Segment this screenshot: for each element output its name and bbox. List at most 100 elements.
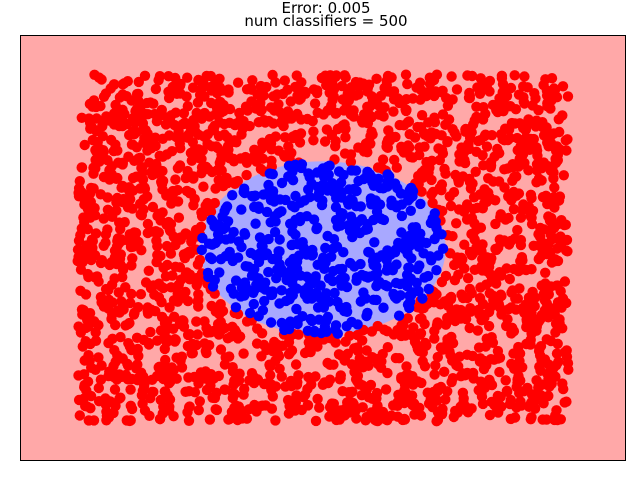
point-outside bbox=[375, 90, 387, 102]
point-outside bbox=[211, 404, 223, 416]
point-outside bbox=[145, 393, 156, 404]
point-outside bbox=[188, 200, 199, 211]
point-outside bbox=[165, 371, 177, 382]
point-outside bbox=[205, 380, 216, 391]
point-inside bbox=[308, 214, 320, 225]
point-outside bbox=[123, 318, 134, 330]
point-outside bbox=[425, 296, 436, 307]
point-outside bbox=[505, 82, 517, 94]
point-outside bbox=[440, 394, 451, 405]
point-outside bbox=[408, 398, 420, 409]
point-inside bbox=[280, 295, 292, 307]
point-outside bbox=[402, 78, 413, 90]
point-outside bbox=[264, 361, 276, 372]
point-outside bbox=[500, 375, 511, 386]
point-outside bbox=[540, 74, 551, 85]
point-outside bbox=[422, 131, 434, 142]
point-outside bbox=[521, 338, 532, 350]
point-inside bbox=[276, 285, 287, 296]
point-outside bbox=[198, 181, 209, 192]
point-outside bbox=[409, 132, 421, 143]
point-outside bbox=[216, 149, 227, 160]
point-inside bbox=[291, 283, 302, 294]
point-outside bbox=[442, 386, 453, 397]
point-outside bbox=[516, 252, 528, 263]
point-outside bbox=[193, 144, 204, 155]
point-outside bbox=[121, 415, 132, 426]
point-outside bbox=[324, 359, 336, 370]
point-inside bbox=[366, 172, 378, 183]
point-outside bbox=[86, 315, 98, 327]
point-outside bbox=[557, 110, 568, 121]
point-inside bbox=[382, 261, 394, 272]
point-outside bbox=[414, 142, 425, 153]
point-outside bbox=[308, 135, 319, 146]
point-outside bbox=[514, 355, 525, 367]
point-outside bbox=[153, 227, 164, 238]
point-outside bbox=[286, 147, 297, 159]
point-outside bbox=[136, 162, 147, 174]
point-outside bbox=[391, 162, 402, 173]
point-outside bbox=[174, 160, 186, 171]
point-outside bbox=[357, 362, 369, 373]
point-outside bbox=[432, 351, 443, 363]
point-outside bbox=[397, 414, 408, 426]
point-outside bbox=[193, 405, 204, 416]
chart-title-error: Error: 0.005 bbox=[281, 0, 371, 17]
point-outside bbox=[550, 371, 561, 382]
point-outside bbox=[529, 301, 540, 312]
point-outside bbox=[365, 379, 377, 391]
point-outside bbox=[499, 164, 510, 175]
point-outside bbox=[222, 333, 233, 344]
point-outside bbox=[73, 370, 84, 381]
point-outside bbox=[115, 392, 126, 403]
point-outside bbox=[518, 148, 529, 159]
point-outside bbox=[530, 292, 541, 303]
point-outside bbox=[561, 396, 572, 407]
point-inside bbox=[396, 210, 408, 222]
point-outside bbox=[152, 210, 163, 222]
point-outside bbox=[475, 282, 486, 293]
point-inside bbox=[267, 188, 278, 200]
point-outside bbox=[533, 105, 544, 116]
point-outside bbox=[194, 153, 205, 164]
point-outside bbox=[113, 157, 124, 168]
point-outside bbox=[220, 352, 231, 363]
point-outside bbox=[115, 249, 127, 260]
point-inside bbox=[407, 186, 419, 197]
point-outside bbox=[475, 73, 486, 84]
point-outside bbox=[236, 117, 247, 128]
point-outside bbox=[494, 366, 505, 378]
point-outside bbox=[458, 368, 469, 379]
point-outside bbox=[533, 173, 545, 184]
point-inside bbox=[415, 198, 426, 210]
point-outside bbox=[545, 130, 557, 141]
point-inside bbox=[303, 184, 314, 195]
point-outside bbox=[453, 177, 464, 188]
point-outside bbox=[473, 342, 485, 353]
point-inside bbox=[295, 211, 306, 223]
point-outside bbox=[124, 182, 135, 193]
point-inside bbox=[291, 303, 302, 315]
point-outside bbox=[211, 387, 222, 398]
point-outside bbox=[274, 363, 285, 374]
point-outside bbox=[120, 282, 131, 293]
point-inside bbox=[401, 279, 413, 290]
point-inside bbox=[332, 221, 343, 232]
point-outside bbox=[182, 165, 193, 177]
point-inside bbox=[362, 223, 373, 235]
point-inside bbox=[361, 310, 372, 322]
point-outside bbox=[77, 257, 88, 268]
point-outside bbox=[104, 259, 115, 271]
point-outside bbox=[491, 102, 503, 113]
point-outside bbox=[503, 191, 514, 202]
point-outside bbox=[562, 246, 573, 257]
point-outside bbox=[93, 382, 105, 394]
point-outside bbox=[507, 161, 518, 173]
point-outside bbox=[308, 126, 319, 137]
point-outside bbox=[494, 352, 506, 363]
point-outside bbox=[495, 209, 506, 220]
point-inside bbox=[263, 266, 274, 278]
point-outside bbox=[523, 201, 535, 212]
point-outside bbox=[106, 169, 117, 180]
